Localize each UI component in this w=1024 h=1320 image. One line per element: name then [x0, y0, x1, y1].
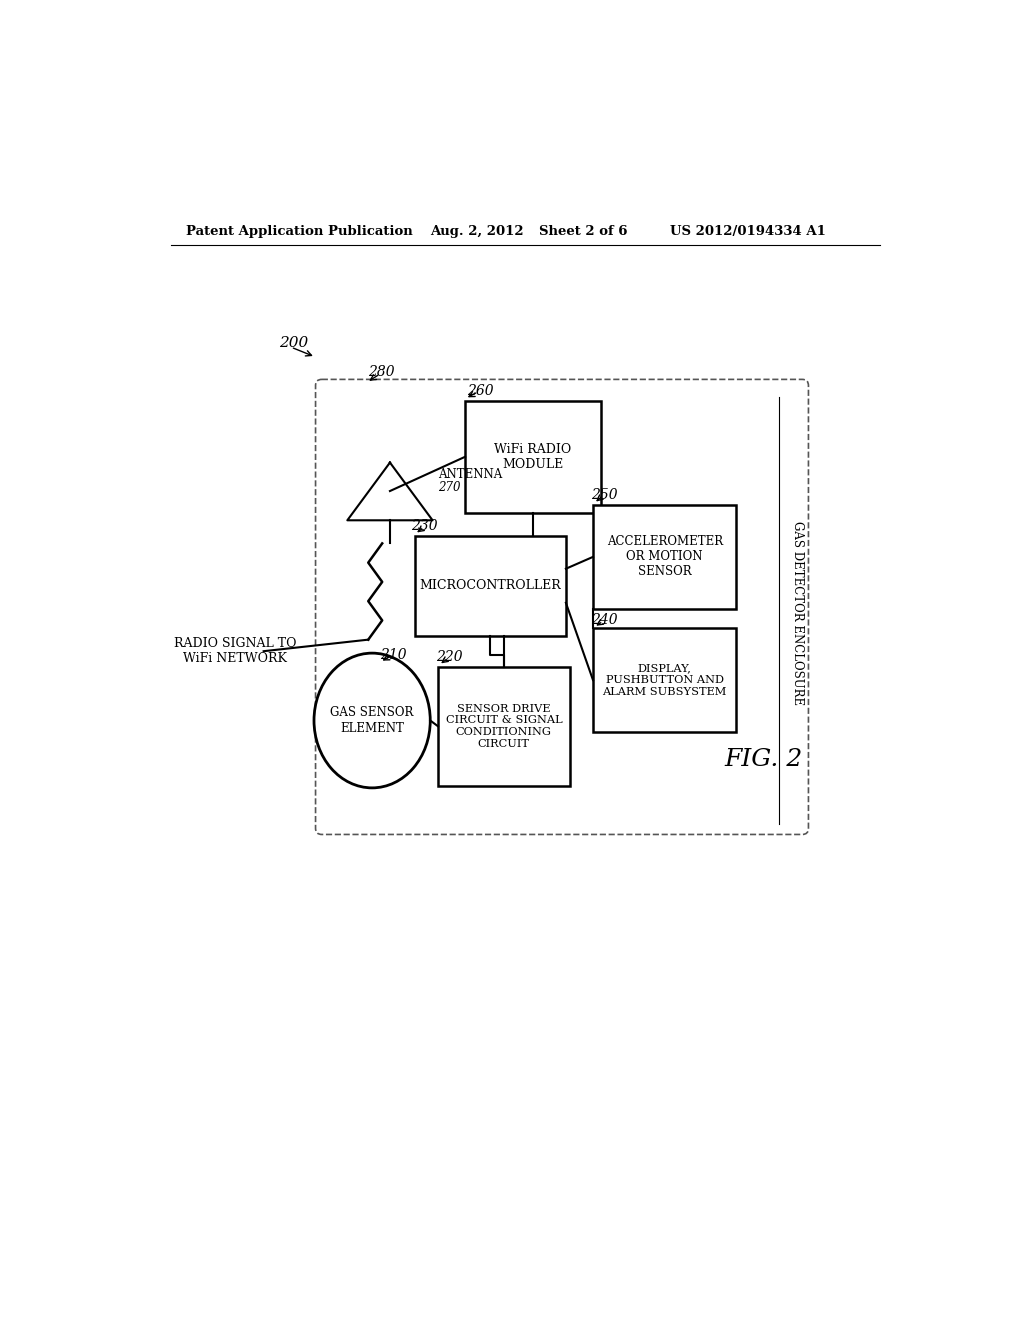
Text: 270: 270 — [438, 482, 461, 495]
Text: 210: 210 — [380, 648, 407, 663]
Bar — [415, 536, 566, 636]
Text: MICROCONTROLLER: MICROCONTROLLER — [420, 579, 561, 593]
Text: DISPLAY,
PUSHBUTTON AND
ALARM SUBSYSTEM: DISPLAY, PUSHBUTTON AND ALARM SUBSYSTEM — [602, 664, 727, 697]
Text: GAS DETECTOR ENCLOSURE: GAS DETECTOR ENCLOSURE — [791, 520, 804, 705]
Text: 240: 240 — [591, 614, 617, 627]
Text: WiFi RADIO
MODULE: WiFi RADIO MODULE — [495, 442, 571, 471]
Text: 260: 260 — [467, 384, 494, 397]
Text: GAS SENSOR
ELEMENT: GAS SENSOR ELEMENT — [331, 706, 414, 734]
Bar — [593, 628, 736, 733]
Text: 220: 220 — [435, 651, 462, 664]
Bar — [593, 506, 736, 609]
Text: 200: 200 — [280, 337, 308, 350]
Text: Aug. 2, 2012: Aug. 2, 2012 — [430, 224, 524, 238]
Text: FIG. 2: FIG. 2 — [724, 747, 803, 771]
Text: Patent Application Publication: Patent Application Publication — [186, 224, 413, 238]
Text: 280: 280 — [369, 366, 395, 379]
Text: SENSOR DRIVE
CIRCUIT & SIGNAL
CONDITIONING
CIRCUIT: SENSOR DRIVE CIRCUIT & SIGNAL CONDITIONI… — [445, 704, 562, 748]
Text: 250: 250 — [591, 488, 617, 502]
Bar — [465, 401, 601, 512]
Ellipse shape — [314, 653, 430, 788]
FancyBboxPatch shape — [315, 379, 809, 834]
Text: ACCELEROMETER
OR MOTION
SENSOR: ACCELEROMETER OR MOTION SENSOR — [606, 536, 723, 578]
Text: RADIO SIGNAL TO
WiFi NETWORK: RADIO SIGNAL TO WiFi NETWORK — [174, 638, 296, 665]
Bar — [438, 667, 569, 785]
Text: Sheet 2 of 6: Sheet 2 of 6 — [539, 224, 628, 238]
Text: US 2012/0194334 A1: US 2012/0194334 A1 — [671, 224, 826, 238]
Text: ANTENNA: ANTENNA — [438, 467, 502, 480]
Text: 230: 230 — [411, 520, 437, 533]
